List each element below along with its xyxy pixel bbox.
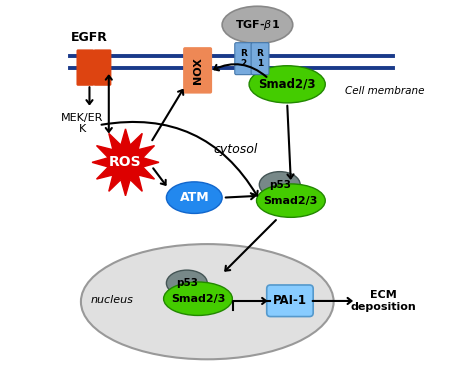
- Text: p53: p53: [176, 278, 198, 288]
- FancyBboxPatch shape: [235, 43, 253, 75]
- Text: MEK/ER
K: MEK/ER K: [61, 113, 103, 134]
- Polygon shape: [92, 129, 159, 196]
- Ellipse shape: [81, 244, 334, 359]
- Text: PAI-1: PAI-1: [273, 294, 307, 307]
- Text: Smad2/3: Smad2/3: [258, 78, 316, 91]
- Text: NOX: NOX: [192, 57, 202, 84]
- Text: EGFR: EGFR: [71, 31, 108, 44]
- Ellipse shape: [166, 270, 207, 296]
- FancyBboxPatch shape: [251, 43, 269, 75]
- Text: ATM: ATM: [180, 191, 209, 204]
- Text: cytosol: cytosol: [213, 143, 257, 156]
- Ellipse shape: [256, 184, 325, 217]
- Text: TGF-$\beta$1: TGF-$\beta$1: [235, 18, 280, 32]
- Text: p53: p53: [269, 180, 291, 189]
- Text: R
1: R 1: [256, 49, 264, 68]
- Ellipse shape: [164, 282, 232, 316]
- Ellipse shape: [259, 172, 300, 198]
- Text: nucleus: nucleus: [91, 295, 134, 305]
- FancyBboxPatch shape: [93, 49, 111, 86]
- Text: R
2: R 2: [240, 49, 247, 68]
- Text: ECM
deposition: ECM deposition: [351, 290, 417, 312]
- Ellipse shape: [249, 66, 325, 103]
- Text: Smad2/3: Smad2/3: [171, 294, 225, 304]
- Text: Smad2/3: Smad2/3: [264, 195, 318, 206]
- Text: Cell membrane: Cell membrane: [345, 86, 424, 96]
- FancyBboxPatch shape: [267, 285, 313, 317]
- Ellipse shape: [222, 6, 293, 43]
- Text: ROS: ROS: [109, 155, 142, 169]
- Ellipse shape: [166, 182, 222, 213]
- FancyBboxPatch shape: [183, 47, 212, 94]
- FancyBboxPatch shape: [76, 49, 94, 86]
